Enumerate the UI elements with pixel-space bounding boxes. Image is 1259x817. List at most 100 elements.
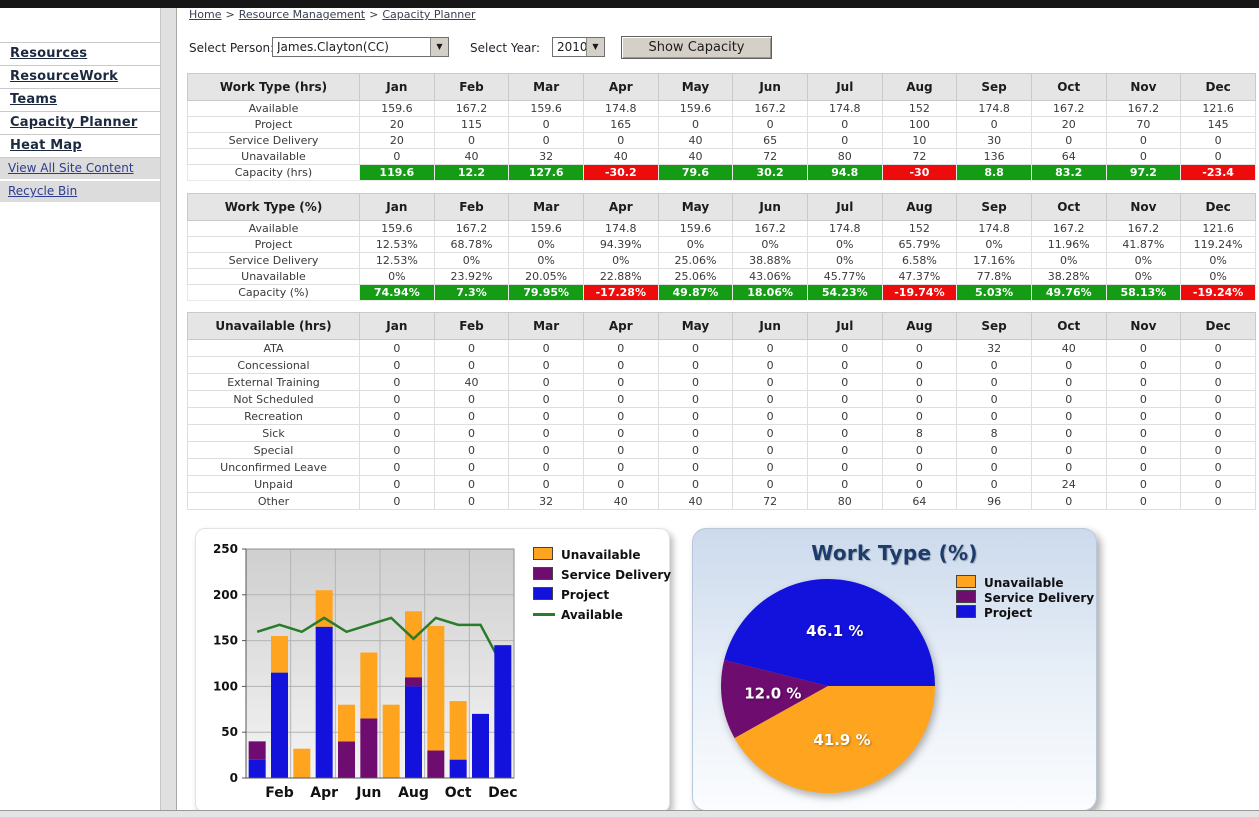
table-cell: 17.16% bbox=[956, 252, 1032, 269]
table-cell: 0% bbox=[359, 268, 435, 285]
row-label: Available bbox=[187, 220, 360, 237]
x-axis-tick-label: Aug bbox=[398, 785, 429, 801]
table-cell: 0 bbox=[1105, 475, 1182, 493]
table-cell: 20.05% bbox=[508, 268, 584, 285]
table-cell: 0 bbox=[1105, 441, 1182, 459]
table-cell: 0 bbox=[433, 492, 510, 510]
color-swatch-icon bbox=[956, 575, 976, 588]
month-header: May bbox=[657, 193, 734, 221]
month-header: Nov bbox=[1105, 73, 1182, 101]
pie-slice-service-delivery bbox=[721, 660, 828, 739]
table-cell: 12.53% bbox=[359, 252, 435, 269]
table-cell: 159.6 bbox=[657, 100, 734, 117]
color-swatch-icon bbox=[533, 567, 553, 580]
legend-label: Service Delivery bbox=[984, 591, 1095, 605]
table-cell: 0% bbox=[582, 252, 659, 269]
table-cell: 145 bbox=[1180, 116, 1256, 133]
breadcrumb-link-capacity-planner[interactable]: Capacity Planner bbox=[382, 8, 476, 21]
table-cell: 0 bbox=[1105, 339, 1182, 357]
table-cell: 0 bbox=[1105, 148, 1182, 165]
table-cell: 0 bbox=[359, 407, 435, 425]
dropdown-arrow-icon[interactable]: ▼ bbox=[586, 38, 604, 56]
y-axis-tick-label: 150 bbox=[213, 634, 238, 648]
table-cell: 100 bbox=[881, 116, 958, 133]
month-header: Jul bbox=[806, 193, 883, 221]
pie-slice-unavailable bbox=[734, 686, 935, 793]
capacity-cell: 94.8 bbox=[806, 164, 883, 181]
capacity-cell: -17.28% bbox=[582, 284, 659, 301]
table-cell: 20 bbox=[1030, 116, 1107, 133]
stacked-bar-chart: 0 50 100 150 200 250 Feb Apr Jun Aug Oct Dec bbox=[213, 542, 518, 801]
table-cell: 167.2 bbox=[433, 220, 510, 237]
color-swatch-icon bbox=[956, 590, 976, 603]
table-title: Work Type (%) bbox=[187, 193, 360, 221]
row-label: Other bbox=[187, 492, 360, 510]
capacity-cell: 30.2 bbox=[732, 164, 808, 181]
capacity-cell: 18.06% bbox=[732, 284, 808, 301]
table-cell: 0 bbox=[956, 356, 1032, 374]
main-content: Home > Resource Management > Capacity Planne… bbox=[177, 8, 1259, 813]
table-cell: 0 bbox=[433, 132, 510, 149]
row-label: External Training bbox=[187, 373, 360, 391]
sidebar-item-resources[interactable]: Resources bbox=[0, 42, 160, 66]
table-cell: 68.78% bbox=[433, 236, 510, 253]
table-cell: 0 bbox=[1180, 339, 1256, 357]
capacity-cell: 119.6 bbox=[359, 164, 435, 181]
bar-segment-project bbox=[494, 645, 512, 778]
table-cell: 0 bbox=[732, 407, 808, 425]
x-axis-tick-label: Dec bbox=[488, 785, 517, 801]
row-label: Unavailable bbox=[187, 148, 360, 165]
table-cell: 0 bbox=[1030, 492, 1107, 510]
breadcrumb-link-resource-management[interactable]: Resource Management bbox=[238, 8, 366, 21]
table-cell: 0 bbox=[582, 390, 659, 408]
month-header: Jan bbox=[359, 312, 435, 340]
sidebar-item-capacity-planner[interactable]: Capacity Planner bbox=[0, 112, 160, 135]
bar-segment-unavailable bbox=[338, 704, 355, 742]
month-header: Dec bbox=[1180, 193, 1256, 221]
table-cell: 0 bbox=[956, 475, 1032, 493]
table-cell: 0 bbox=[806, 116, 883, 133]
capacity-cell: 74.94% bbox=[359, 284, 435, 301]
month-header: Jan bbox=[359, 193, 435, 221]
available-line bbox=[256, 616, 504, 668]
table-row: Not Scheduled 0 0 0 0 0 0 0 0 0 0 0 0 bbox=[187, 390, 1256, 408]
row-label: Unavailable bbox=[187, 268, 360, 285]
table-cell: 65 bbox=[732, 132, 808, 149]
bar-segment-project bbox=[271, 672, 288, 778]
month-header: Jul bbox=[806, 312, 883, 340]
table-cell: 0 bbox=[881, 441, 958, 459]
table-cell: 0 bbox=[1030, 373, 1107, 391]
color-swatch-icon bbox=[533, 587, 553, 600]
sidebar-item-view-all-site-content[interactable]: View All Site Content bbox=[0, 158, 160, 179]
year-select[interactable]: 2010 ▼ bbox=[552, 37, 605, 57]
sidebar-item-teams[interactable]: Teams bbox=[0, 89, 160, 112]
table-cell: 0% bbox=[1180, 268, 1256, 285]
table-row: Sick 0 0 0 0 0 0 0 8 8 0 0 0 bbox=[187, 424, 1256, 442]
table-cell: 40 bbox=[582, 492, 659, 510]
table-cell: 0 bbox=[1180, 356, 1256, 374]
month-header: Aug bbox=[881, 193, 958, 221]
table-cell: 0 bbox=[359, 475, 435, 493]
capacity-cell: 58.13% bbox=[1105, 284, 1182, 301]
table-cell: 0 bbox=[582, 441, 659, 459]
dropdown-arrow-icon[interactable]: ▼ bbox=[430, 38, 448, 56]
table-header-row: Unavailable (hrs) Jan Feb Mar Apr May Jun Jul Au… bbox=[187, 312, 1256, 340]
sidebar-item-recycle-bin[interactable]: Recycle Bin bbox=[0, 181, 160, 202]
table-cell: 152 bbox=[881, 100, 958, 117]
table-cell: 0% bbox=[806, 252, 883, 269]
sidebar-item-heat-map[interactable]: Heat Map bbox=[0, 135, 160, 158]
color-swatch-icon bbox=[956, 605, 976, 618]
month-header: May bbox=[657, 73, 734, 101]
show-capacity-button[interactable]: Show Capacity bbox=[621, 36, 772, 59]
table-cell: 0 bbox=[657, 116, 734, 133]
table-cell: 0 bbox=[806, 475, 883, 493]
table-cell: 80 bbox=[806, 148, 883, 165]
month-header: Jan bbox=[359, 73, 435, 101]
table-cell: 0 bbox=[732, 356, 808, 374]
sidebar-item-resourcework[interactable]: ResourceWork bbox=[0, 66, 160, 89]
table-cell: 0 bbox=[582, 424, 659, 442]
breadcrumb-link-home[interactable]: Home bbox=[189, 8, 222, 21]
table-row: Project 20 115 0 165 0 0 0 100 0 20 70 145 bbox=[187, 116, 1256, 133]
person-select[interactable]: James.Clayton(CC) ▼ bbox=[272, 37, 449, 57]
month-header: Jun bbox=[732, 312, 808, 340]
